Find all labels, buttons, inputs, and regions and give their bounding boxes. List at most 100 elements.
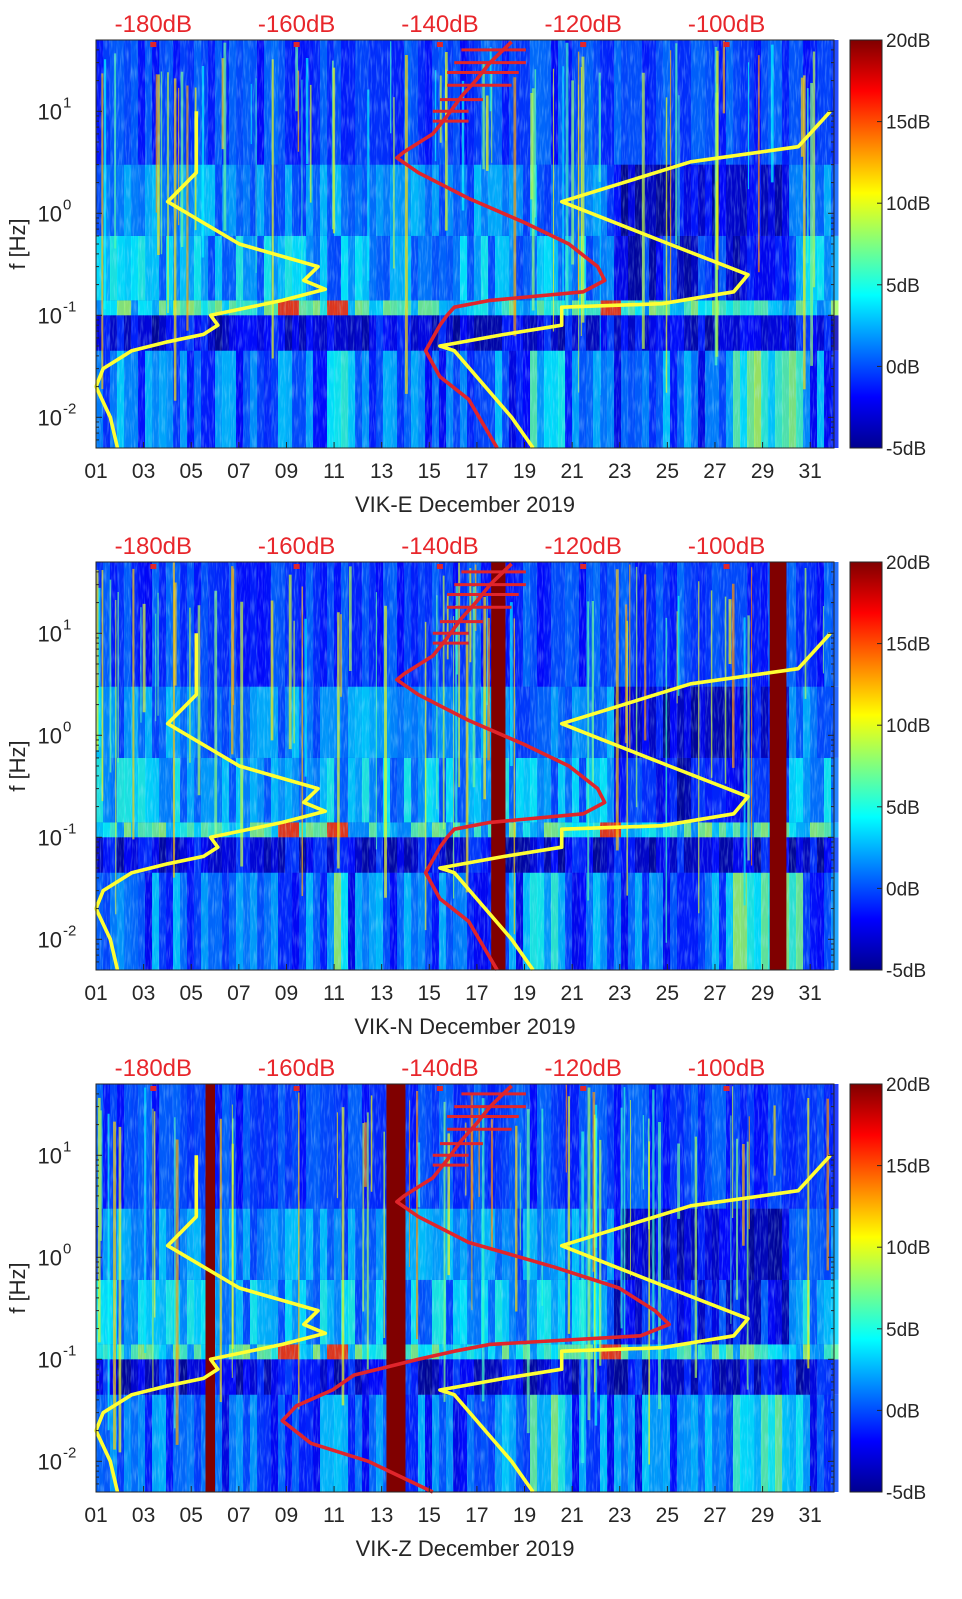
- colorbar-tick-label: 15dB: [886, 113, 930, 134]
- top-axis-tick-label: -180dB: [115, 1055, 192, 1082]
- x-tick-label: 31: [799, 1504, 822, 1527]
- colorbar-tick-label: 0dB: [886, 1401, 920, 1422]
- x-tick-label: 03: [132, 460, 155, 483]
- y-axis-label: f [Hz]: [5, 740, 30, 791]
- x-tick-label: 25: [656, 460, 679, 483]
- colorbar: 20dB 15dB 10dB 5dB 0dB -5dB: [849, 31, 930, 460]
- x-tick-label: 07: [227, 1504, 250, 1527]
- top-axis-tick-label: -120dB: [545, 11, 622, 38]
- noise-model-line-1: [94, 1155, 328, 1493]
- top-axis-tick-label: -100dB: [688, 1055, 765, 1082]
- colorbar-tick-label: 0dB: [886, 879, 920, 900]
- x-tick-label: 23: [608, 1504, 631, 1527]
- x-tick-label: 27: [703, 460, 726, 483]
- y-tick-label: 10: [38, 825, 62, 850]
- y-tick-exponent: -1: [63, 298, 76, 315]
- top-axis-tick-label: -160dB: [258, 1055, 335, 1082]
- y-tick-label: 10: [38, 927, 62, 952]
- y-tick-exponent: -2: [63, 1444, 76, 1461]
- x-tick-label: 15: [418, 982, 441, 1005]
- dropout-band-2: [769, 562, 787, 970]
- x-tick-label: 15: [418, 460, 441, 483]
- top-axis-tick-label: -120dB: [545, 533, 622, 560]
- colorbar-tick-label: 15dB: [886, 1157, 930, 1178]
- y-axis-label: f [Hz]: [5, 218, 30, 269]
- y-tick-exponent: -2: [63, 400, 76, 417]
- y-tick-exponent: -1: [63, 820, 76, 837]
- x-tick-label: 13: [370, 1504, 393, 1527]
- x-tick-label: 23: [608, 982, 631, 1005]
- x-tick-label: 11: [323, 982, 345, 1005]
- dropout-band-1: [491, 562, 506, 970]
- dropout-band-2: [386, 1084, 406, 1492]
- colorbar-tick-label: 10dB: [886, 716, 930, 737]
- noise-model-line-2: [438, 632, 832, 972]
- x-tick-label: 21: [560, 460, 583, 483]
- x-tick-label: 25: [656, 982, 679, 1005]
- colorbar-tick-label: 5dB: [886, 1320, 920, 1341]
- x-tick-label: 05: [180, 982, 203, 1005]
- x-tick-label: 21: [560, 982, 583, 1005]
- spectrogram-image: [96, 1084, 839, 1492]
- noise-model-line-2: [438, 110, 832, 450]
- top-axis-tick-label: -140dB: [401, 533, 478, 560]
- x-tick-label: 19: [513, 982, 536, 1005]
- colorbar-tick-label: -5dB: [886, 1483, 926, 1504]
- top-axis-tick-label: -140dB: [401, 11, 478, 38]
- x-tick-label: 05: [180, 1504, 203, 1527]
- x-tick-label: 03: [132, 1504, 155, 1527]
- x-tick-label: 05: [180, 460, 203, 483]
- colorbar-tick-label: 10dB: [886, 1238, 930, 1259]
- y-tick-exponent: -2: [63, 922, 76, 939]
- x-tick-label: 13: [370, 460, 393, 483]
- y-axis-label: f [Hz]: [5, 1262, 30, 1313]
- x-tick-label: 31: [799, 460, 822, 483]
- x-tick-label: 29: [751, 1504, 774, 1527]
- y-tick-exponent: 1: [63, 1138, 71, 1155]
- y-tick-exponent: 0: [63, 196, 71, 213]
- x-tick-label: 09: [275, 1504, 298, 1527]
- colorbar-tick-label: 20dB: [886, 1075, 930, 1096]
- top-axis-tick-label: -100dB: [688, 11, 765, 38]
- y-tick-label: 10: [38, 405, 62, 430]
- y-tick-exponent: -1: [63, 1342, 76, 1359]
- top-axis-tick-label: -180dB: [115, 11, 192, 38]
- y-tick-label: 10: [38, 1347, 62, 1372]
- x-tick-label: 29: [751, 460, 774, 483]
- x-tick-label: 21: [560, 1504, 583, 1527]
- colorbar-tick-label: 15dB: [886, 635, 930, 656]
- x-tick-label: 11: [323, 1504, 345, 1527]
- x-tick-label: 17: [465, 460, 488, 483]
- colorbar-tick-label: 0dB: [886, 357, 920, 378]
- colorbar-tick-label: 20dB: [886, 31, 930, 52]
- x-tick-label: 01: [84, 982, 107, 1005]
- x-tick-label: 07: [227, 982, 250, 1005]
- x-axis-label: VIK-E December 2019: [355, 492, 575, 517]
- x-tick-label: 27: [703, 1504, 726, 1527]
- spectrogram-image: [96, 40, 839, 448]
- y-tick-label: 10: [38, 1143, 62, 1168]
- colorbar-tick-label: -5dB: [886, 439, 926, 460]
- x-tick-label: 17: [465, 1504, 488, 1527]
- x-tick-label: 29: [751, 982, 774, 1005]
- colorbar-tick-label: 5dB: [886, 798, 920, 819]
- colorbar-tick-label: 20dB: [886, 553, 930, 574]
- spectrogram-image: [96, 562, 839, 970]
- x-tick-label: 07: [227, 460, 250, 483]
- x-tick-label: 01: [84, 1504, 107, 1527]
- x-tick-label: 15: [418, 1504, 441, 1527]
- y-tick-label: 10: [38, 723, 62, 748]
- y-tick-exponent: 1: [63, 616, 71, 633]
- y-tick-label: 10: [38, 303, 62, 328]
- top-axis-tick-label: -140dB: [401, 1055, 478, 1082]
- x-tick-label: 19: [513, 1504, 536, 1527]
- x-tick-label: 01: [84, 460, 107, 483]
- y-tick-label: 10: [38, 621, 62, 646]
- dropout-band-1: [205, 1084, 216, 1492]
- noise-model-line-1: [94, 111, 328, 449]
- top-axis-tick-label: -120dB: [545, 1055, 622, 1082]
